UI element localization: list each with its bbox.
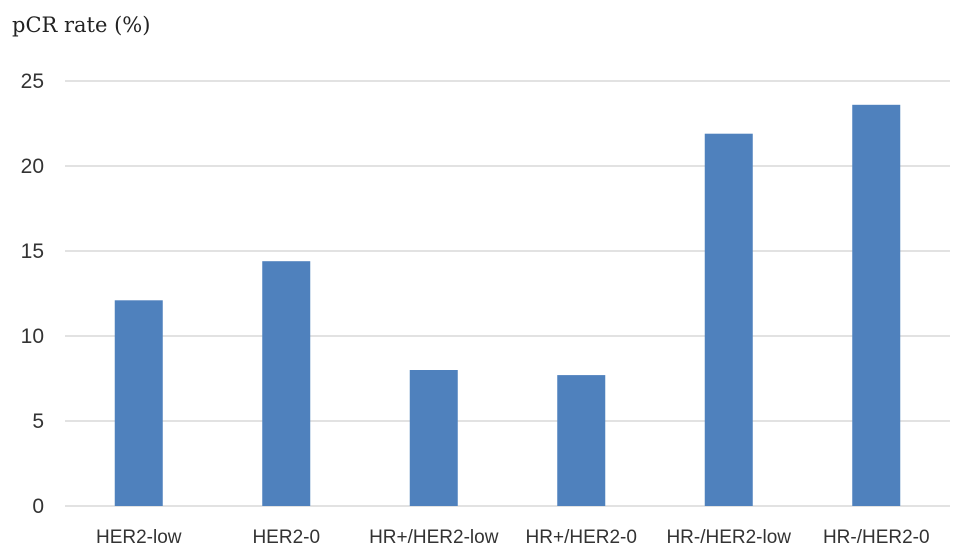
bar bbox=[114, 300, 163, 506]
y-tick-label: 5 bbox=[32, 410, 44, 433]
y-tick-label: 25 bbox=[21, 70, 44, 93]
x-tick-label: HR+/HER2-low bbox=[369, 527, 499, 548]
bar bbox=[557, 375, 606, 506]
x-tick-label: HR+/HER2-0 bbox=[526, 527, 637, 548]
y-tick-label: 10 bbox=[21, 325, 44, 348]
x-tick-labels: HER2-low HER2-0 HR+/HER2-low HR+/HER2-0 HR-/… bbox=[96, 527, 930, 548]
x-tick-label: HER2-low bbox=[96, 527, 182, 548]
bar bbox=[262, 261, 311, 506]
y-tick-labels: 0 5 10 15 20 25 bbox=[21, 70, 44, 518]
bars bbox=[114, 104, 901, 507]
y-tick-label: 0 bbox=[32, 495, 44, 518]
y-axis-label: pCR rate (%) bbox=[12, 13, 150, 37]
gridlines bbox=[65, 80, 950, 507]
bar bbox=[409, 370, 458, 506]
x-tick-label: HR-/HER2-0 bbox=[823, 527, 930, 548]
x-tick-label: HER2-0 bbox=[252, 527, 320, 548]
bar bbox=[852, 104, 901, 507]
y-tick-label: 20 bbox=[21, 155, 44, 178]
x-tick-label: HR-/HER2-low bbox=[666, 527, 791, 548]
bar bbox=[704, 133, 753, 506]
y-tick-label: 15 bbox=[21, 240, 44, 263]
